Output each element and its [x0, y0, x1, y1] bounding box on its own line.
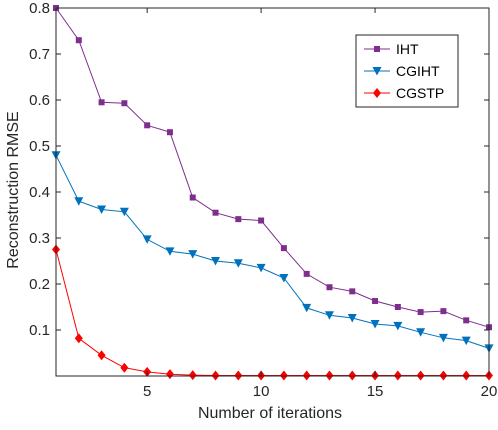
data-point-iht [303, 270, 310, 277]
data-point-cgiht [302, 303, 312, 313]
data-point-iht [144, 122, 151, 129]
data-point-cgiht [74, 197, 84, 206]
data-point-iht [121, 100, 128, 107]
data-point-cgiht [211, 257, 221, 266]
y-tick-label: 0.5 [29, 138, 50, 155]
x-tick-label: 5 [143, 383, 151, 400]
data-point-iht [235, 216, 242, 223]
x-tick-label: 20 [481, 383, 498, 400]
y-tick-label: 0.3 [29, 230, 50, 247]
data-point-iht [394, 304, 401, 310]
legend-marker-cgiht [372, 67, 382, 76]
legend-label-cgiht: CGIHT [396, 63, 440, 79]
data-point-cgiht [461, 336, 471, 346]
legend-marker-iht [374, 46, 380, 52]
data-point-cgstp [165, 369, 174, 380]
data-point-cgiht [438, 333, 448, 343]
series-line-cgstp [55, 249, 489, 376]
data-point-cgiht [97, 205, 107, 214]
data-point-iht [463, 317, 470, 324]
data-point-cgstp [74, 333, 83, 344]
data-point-iht [166, 129, 173, 136]
data-point-iht [189, 194, 196, 201]
y-tick-label: 0.8 [29, 0, 50, 17]
data-point-iht [75, 37, 82, 44]
data-point-cgiht [416, 328, 426, 337]
data-point-cgiht [347, 314, 357, 323]
y-tick-label: 0.6 [29, 92, 50, 109]
y-tick-label: 0.1 [29, 322, 50, 339]
data-point-cgiht [324, 311, 334, 320]
data-point-cgiht [393, 321, 403, 331]
data-point-iht [98, 99, 105, 106]
data-point-cgiht [256, 263, 266, 273]
data-point-iht [280, 245, 287, 252]
x-axis-label: Number of iterations [198, 405, 342, 422]
data-point-iht [258, 217, 265, 224]
data-point-cgiht [370, 320, 380, 329]
legend-label-cgstp: CGSTP [396, 85, 444, 101]
data-point-cgiht [142, 235, 152, 244]
data-point-cgstp [188, 370, 197, 381]
x-tick-label: 15 [367, 383, 384, 400]
data-point-iht [372, 298, 379, 305]
data-point-iht [326, 284, 333, 291]
data-point-cgstp [120, 362, 129, 373]
y-tick-label: 0.2 [29, 276, 50, 293]
y-axis-label: Reconstruction RMSE [5, 111, 22, 268]
x-tick-label: 10 [253, 383, 270, 400]
data-point-cgiht [119, 207, 129, 217]
data-point-iht [349, 288, 356, 295]
series-line-cgiht [55, 154, 490, 349]
series-line-iht [55, 7, 490, 328]
data-point-cgiht [188, 250, 198, 259]
data-point-cgstp [97, 350, 106, 361]
data-point-cgiht [233, 259, 243, 268]
data-point-iht [212, 209, 219, 216]
legend: IHT CGIHT CGSTP [355, 34, 459, 108]
data-point-iht [440, 308, 447, 315]
data-point-cgiht [279, 274, 289, 283]
y-tick-label: 0.4 [29, 184, 50, 201]
data-point-cgiht [165, 247, 175, 256]
legend-label-iht: IHT [396, 41, 419, 57]
axes: 5 10 15 20 0.1 0.2 0.3 0.4 0.5 0.6 0.7 0.8 [29, 0, 497, 400]
data-point-iht [417, 309, 424, 316]
y-tick-label: 0.7 [29, 46, 50, 63]
legend-marker-cgstp [373, 88, 381, 98]
